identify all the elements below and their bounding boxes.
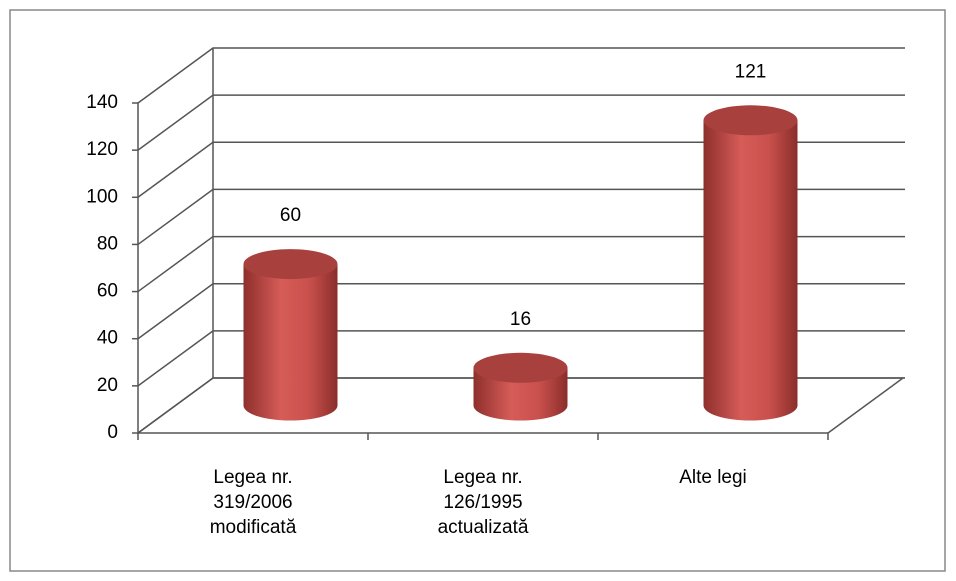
y-tick-label: 80 [97,233,118,254]
grid-line [137,141,905,198]
cylinder-body [473,367,568,421]
cylinder-body [703,120,798,421]
y-tick-label: 120 [86,139,118,160]
cylinder [473,352,568,421]
grid-line [137,282,905,340]
grid-line [137,47,905,104]
grid-line [137,94,905,151]
cylinder-top [473,352,568,383]
grid-line [137,377,905,434]
x-tick-label: Legea nr. 126/1995 actualizată [437,467,529,538]
y-tick-label: 60 [97,281,118,302]
x-tick-label: Legea nr. 319/2006 modificată [209,467,297,538]
value-label: 60 [280,205,301,226]
value-label: 16 [510,309,531,330]
grid-line [137,330,905,387]
y-tick-label: 100 [86,186,118,207]
y-tick-label: 0 [107,422,118,443]
x-tick-label: Alte legi [679,467,747,488]
cylinder-top [703,105,798,136]
cylinder-top [243,249,338,280]
y-tick-label: 40 [97,328,118,349]
y-tick-label: 20 [97,375,118,396]
grid-line [137,188,905,246]
value-label: 121 [735,61,767,82]
cylinder [703,105,798,421]
cylinder [243,249,338,421]
cylinder-body [243,264,338,421]
grid-line [137,235,905,293]
y-tick-label: 140 [86,92,118,113]
